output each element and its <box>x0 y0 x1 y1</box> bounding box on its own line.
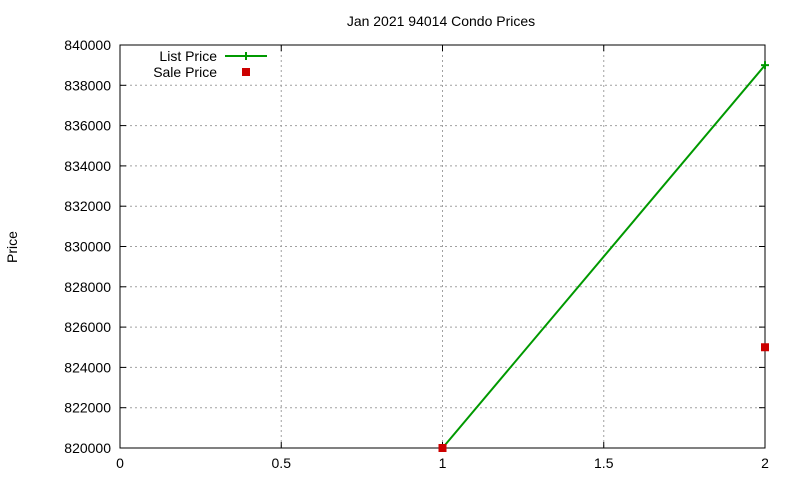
axes: 0 0.5 1 1.5 2 820000 822000 824000 826000 828000 8… <box>64 37 769 471</box>
x-tick-label: 0 <box>116 455 124 471</box>
y-tick-label: 832000 <box>64 198 111 214</box>
y-tick-label: 822000 <box>64 400 111 416</box>
y-tick-label: 830000 <box>64 239 111 255</box>
x-tick-label: 0.5 <box>272 455 292 471</box>
grid <box>120 45 765 448</box>
list-price-line <box>441 64 766 449</box>
x-tick-label: 2 <box>761 455 769 471</box>
sale-price-point <box>761 343 769 352</box>
legend-label: Sale Price <box>153 64 217 80</box>
y-axis-label: Price <box>4 231 20 263</box>
legend-square-marker <box>242 68 250 76</box>
y-tick-label: 840000 <box>64 37 111 53</box>
y-tick-label: 836000 <box>64 118 111 134</box>
series-layer <box>438 61 769 452</box>
y-tick-label: 824000 <box>64 359 111 375</box>
chart-title: Jan 2021 94014 Condo Prices <box>347 13 535 29</box>
legend-plus-marker <box>242 52 250 60</box>
y-tick-label: 828000 <box>64 279 111 295</box>
x-tick-label: 1 <box>439 455 447 471</box>
legend-label: List Price <box>159 48 217 64</box>
list-price-point <box>761 61 769 70</box>
y-tick-label: 820000 <box>64 440 111 456</box>
y-tick-label: 826000 <box>64 319 111 335</box>
y-tick-label: 834000 <box>64 158 111 174</box>
y-tick-label: 838000 <box>64 77 111 93</box>
x-tick-label: 1.5 <box>594 455 614 471</box>
sale-price-point <box>438 444 447 452</box>
